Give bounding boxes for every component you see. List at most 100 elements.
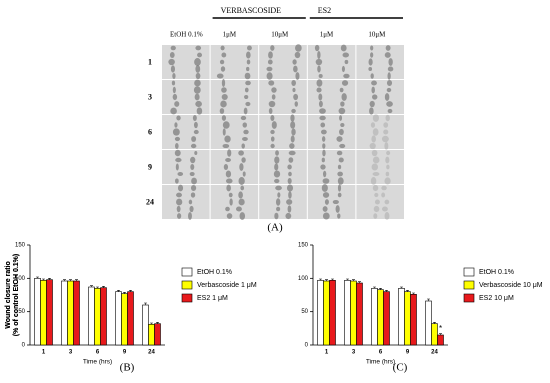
cell-edge bbox=[370, 73, 374, 79]
bar bbox=[371, 288, 378, 346]
cell-edge bbox=[383, 122, 389, 128]
cell-edge bbox=[170, 107, 177, 115]
cell-edge bbox=[194, 58, 201, 66]
cell-edge bbox=[270, 143, 275, 149]
cell-edge bbox=[318, 73, 323, 79]
micrograph bbox=[259, 115, 307, 149]
cell-edge bbox=[172, 128, 180, 136]
cell-edge bbox=[339, 128, 344, 136]
cell-edge bbox=[176, 198, 183, 206]
cell-edge bbox=[271, 121, 277, 129]
cell-edge bbox=[286, 199, 293, 205]
cell-edge bbox=[388, 58, 393, 66]
row-label: 9 bbox=[148, 162, 152, 171]
cell-edge bbox=[276, 206, 281, 212]
micrograph bbox=[307, 115, 356, 149]
bar bbox=[73, 280, 80, 346]
cell-edge bbox=[335, 205, 340, 213]
cell-edge bbox=[369, 100, 375, 108]
cell-edge bbox=[387, 108, 393, 114]
cell-edge bbox=[337, 192, 342, 198]
micrograph bbox=[356, 185, 404, 219]
cell-edge bbox=[270, 115, 275, 121]
cell-edge bbox=[175, 143, 179, 149]
cell-edge bbox=[373, 213, 378, 219]
cell-edge bbox=[197, 52, 203, 58]
cell-edge bbox=[295, 44, 302, 52]
cell-edge bbox=[239, 163, 244, 171]
cell-edge bbox=[190, 192, 196, 198]
error-bar bbox=[325, 279, 328, 281]
cell-edge bbox=[387, 66, 394, 72]
x-tick-label: 9 bbox=[406, 350, 410, 356]
cell-edge bbox=[288, 191, 292, 199]
cell-edge bbox=[340, 101, 345, 107]
panel-label: (C) bbox=[393, 362, 408, 374]
annotation: * bbox=[439, 324, 442, 333]
cell-edge bbox=[245, 101, 251, 107]
cell-edge bbox=[191, 136, 197, 142]
bar bbox=[329, 280, 336, 346]
cell-edge bbox=[320, 164, 326, 170]
cell-edge bbox=[193, 86, 201, 94]
cell-edge bbox=[242, 122, 247, 128]
cell-edge bbox=[385, 171, 390, 177]
bar bbox=[40, 280, 47, 346]
x-tick-label: 1 bbox=[42, 350, 46, 356]
y-axis-label: (% of control EtOH 0.1%) bbox=[13, 254, 20, 336]
cell-edge bbox=[287, 178, 292, 184]
cell-edge bbox=[235, 206, 242, 212]
cell-edge bbox=[322, 192, 330, 198]
cell-edge bbox=[370, 177, 377, 185]
bar bbox=[404, 291, 411, 346]
y-tick-label: 150 bbox=[15, 243, 26, 249]
cell-edge bbox=[222, 128, 226, 136]
bar bbox=[34, 278, 41, 346]
legend-label: EtOH 0.1% bbox=[479, 269, 514, 276]
error-bar bbox=[400, 286, 403, 289]
error-bar bbox=[42, 278, 45, 281]
cell-edge bbox=[271, 94, 276, 100]
cell-edge bbox=[290, 121, 296, 129]
cell-edge bbox=[172, 73, 176, 79]
cell-edge bbox=[275, 198, 281, 206]
cell-edge bbox=[274, 212, 279, 220]
y-tick-label: 0 bbox=[22, 343, 26, 349]
cell-edge bbox=[225, 170, 232, 178]
cell-edge bbox=[238, 191, 243, 199]
legend-swatch bbox=[181, 267, 193, 277]
cell-edge bbox=[195, 72, 201, 80]
cell-edge bbox=[336, 136, 343, 142]
cell-edge bbox=[368, 66, 373, 72]
cell-edge bbox=[171, 80, 176, 86]
cell-edge bbox=[176, 213, 182, 219]
cell-edge bbox=[370, 122, 376, 128]
cell-edge bbox=[190, 143, 197, 149]
cell-edge bbox=[193, 129, 199, 135]
cell-edge bbox=[381, 135, 389, 143]
cell-edge bbox=[289, 143, 295, 149]
cell-edge bbox=[193, 121, 198, 129]
cell-edge bbox=[174, 136, 181, 142]
bar bbox=[88, 286, 95, 346]
cell-edge bbox=[172, 86, 176, 94]
cell-edge bbox=[339, 115, 343, 121]
cell-edge bbox=[168, 58, 175, 66]
cell-edge bbox=[293, 65, 298, 73]
cell-edge bbox=[317, 65, 321, 73]
cell-edge bbox=[266, 66, 273, 72]
cell-edge bbox=[270, 129, 275, 135]
cell-edge bbox=[337, 171, 343, 177]
error-bar bbox=[358, 281, 361, 283]
cell-edge bbox=[188, 212, 192, 220]
micrograph bbox=[162, 80, 210, 114]
cell-edge bbox=[381, 185, 387, 191]
cell-edge bbox=[191, 177, 197, 185]
y-tick-label: 100 bbox=[15, 276, 26, 282]
cell-edge bbox=[238, 150, 244, 156]
cell-edge bbox=[372, 184, 379, 192]
cell-edge bbox=[188, 199, 193, 205]
cell-edge bbox=[240, 115, 247, 121]
cell-edge bbox=[287, 164, 292, 170]
